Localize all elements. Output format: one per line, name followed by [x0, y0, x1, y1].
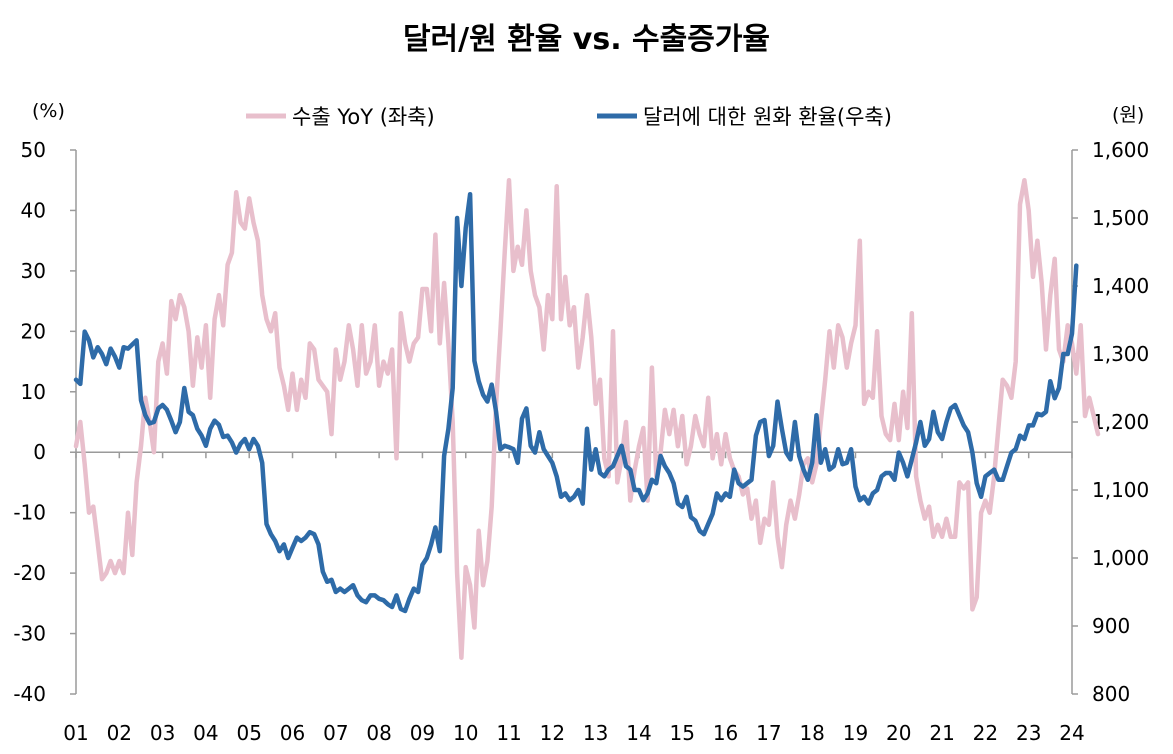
x-tick-label: 22: [973, 721, 998, 745]
left-tick-label: -40: [13, 682, 46, 706]
right-tick-label: 1,200: [1092, 410, 1149, 434]
x-tick-label: 11: [496, 721, 521, 745]
x-tick-label: 05: [236, 721, 261, 745]
x-tick-label: 09: [410, 721, 435, 745]
right-tick-label: 1,600: [1092, 138, 1149, 162]
series-layer: [73, 177, 1101, 660]
left-tick-label: 50: [21, 138, 46, 162]
x-tick-label: 01: [63, 721, 88, 745]
axes: -40-30-20-10010203040508009001,0001,1001…: [13, 138, 1149, 745]
right-tick-label: 1,400: [1092, 274, 1149, 298]
left-tick-label: 40: [21, 198, 46, 222]
left-axis-unit: (%): [32, 100, 65, 122]
x-tick-label: 18: [799, 721, 824, 745]
left-tick-label: 20: [21, 319, 46, 343]
right-axis-unit: (원): [1112, 104, 1145, 126]
left-tick-label: 30: [21, 259, 46, 283]
right-tick-label: 1,500: [1092, 206, 1149, 230]
legend-label-export: 수출 YoY (좌축): [292, 105, 435, 129]
x-tick-label: 20: [886, 721, 911, 745]
right-tick-label: 800: [1092, 682, 1130, 706]
x-tick-label: 24: [1059, 721, 1084, 745]
x-tick-label: 12: [540, 721, 565, 745]
x-tick-label: 06: [280, 721, 305, 745]
x-tick-label: 19: [843, 721, 868, 745]
legend-label-rate: 달러에 대한 원화 환율(우축): [643, 105, 892, 129]
x-tick-label: 13: [583, 721, 608, 745]
legend: 수출 YoY (좌축) 달러에 대한 원화 환율(우축): [246, 105, 892, 129]
x-tick-label: 08: [366, 721, 391, 745]
x-tick-label: 16: [713, 721, 738, 745]
left-tick-label: -10: [13, 501, 46, 525]
x-tick-label: 21: [929, 721, 954, 745]
x-tick-label: 17: [756, 721, 781, 745]
right-tick-label: 900: [1092, 614, 1130, 638]
right-tick-label: 1,000: [1092, 546, 1149, 570]
left-tick-label: 0: [33, 440, 46, 464]
chart-title: 달러/원 환율 vs. 수출증가율: [402, 22, 771, 57]
left-tick-label: -20: [13, 561, 46, 585]
krw-usd-rate-line: [73, 191, 1079, 614]
x-tick-label: 07: [323, 721, 348, 745]
export-yoy-line: [73, 177, 1101, 660]
right-tick-label: 1,100: [1092, 478, 1149, 502]
x-tick-label: 04: [193, 721, 218, 745]
left-tick-label: 10: [21, 380, 46, 404]
x-tick-label: 03: [150, 721, 175, 745]
x-tick-label: 15: [670, 721, 695, 745]
right-tick-label: 1,300: [1092, 342, 1149, 366]
x-tick-label: 23: [1016, 721, 1041, 745]
x-tick-label: 14: [626, 721, 651, 745]
x-tick-label: 10: [453, 721, 478, 745]
left-tick-label: -30: [13, 622, 46, 646]
x-tick-label: 02: [107, 721, 132, 745]
